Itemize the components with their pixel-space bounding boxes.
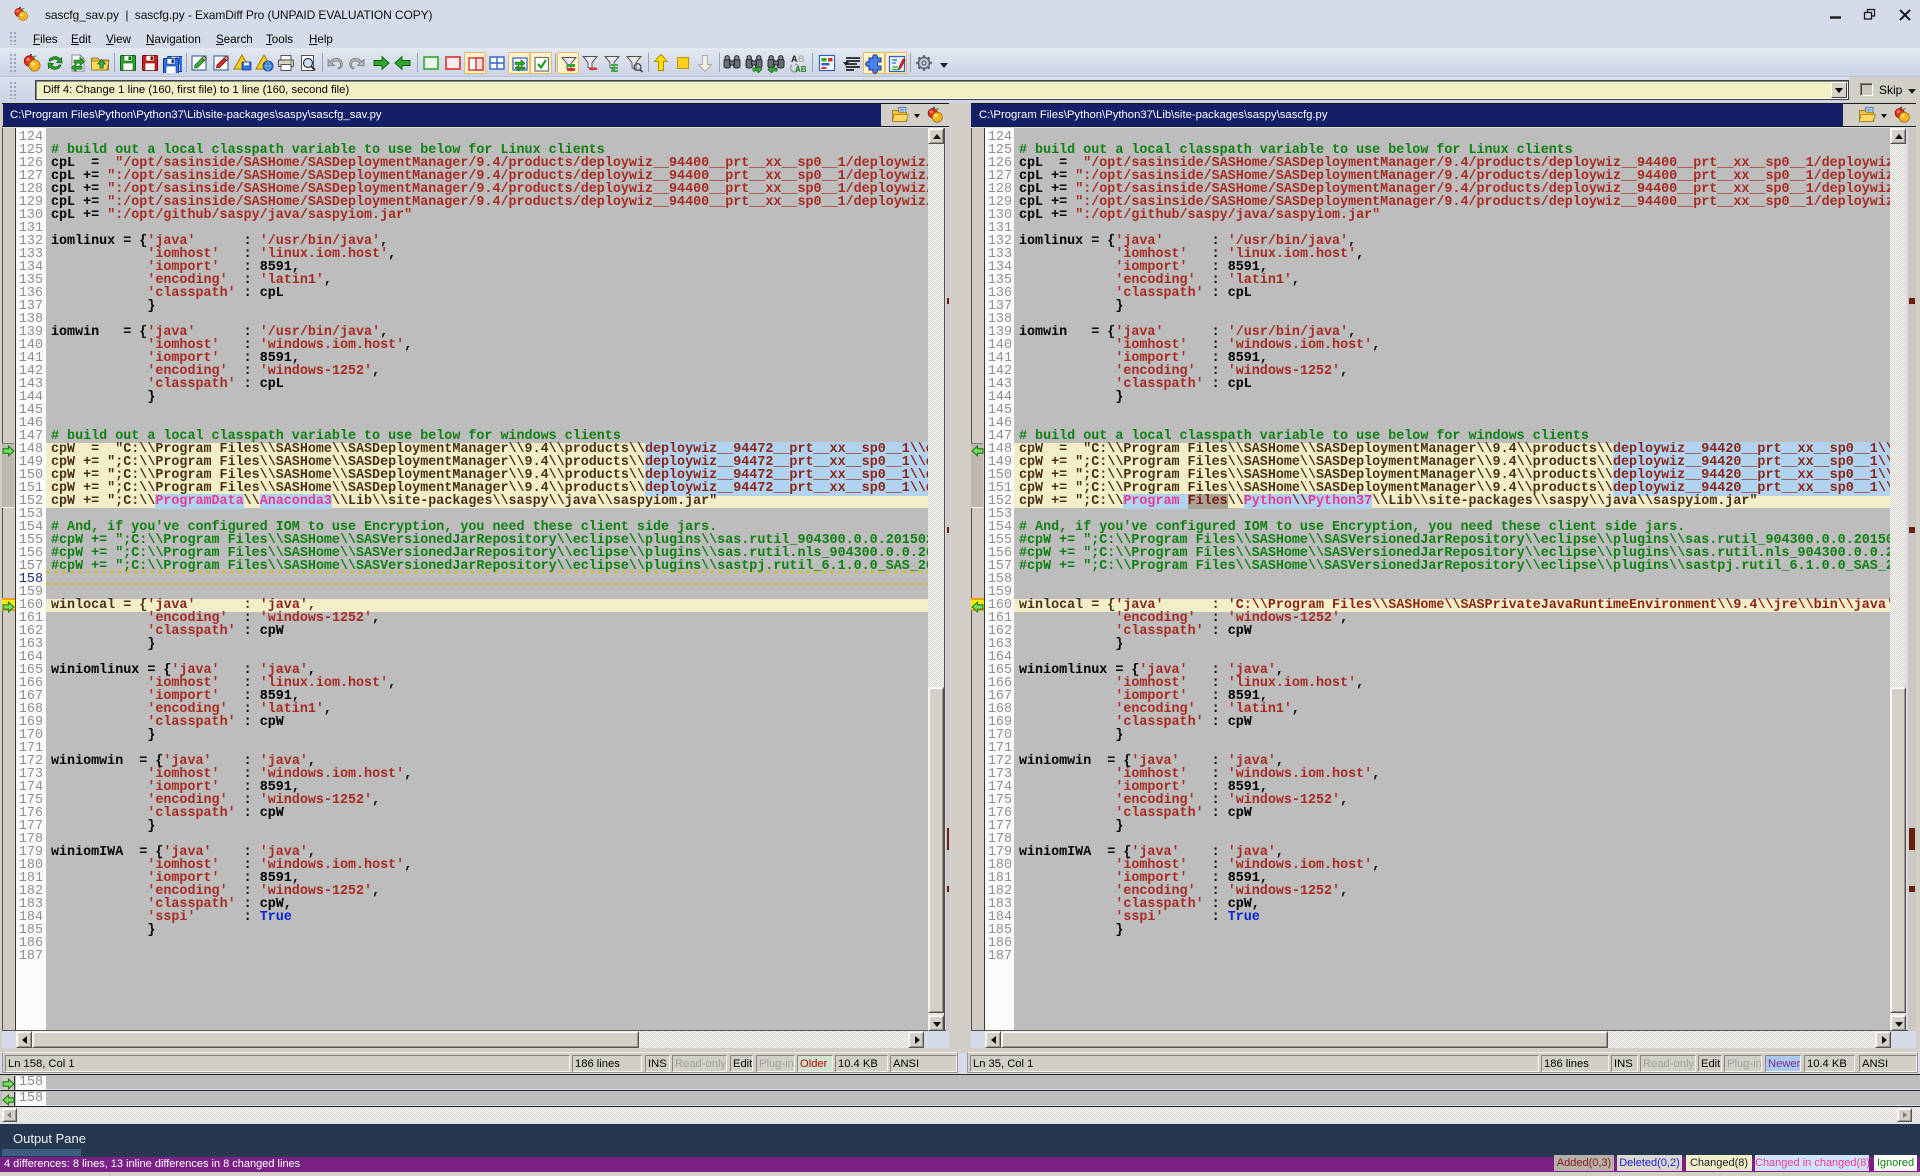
svg-text:B: B [798, 54, 805, 64]
svg-text:A: A [791, 54, 798, 64]
svg-text:AB: AB [795, 65, 807, 73]
